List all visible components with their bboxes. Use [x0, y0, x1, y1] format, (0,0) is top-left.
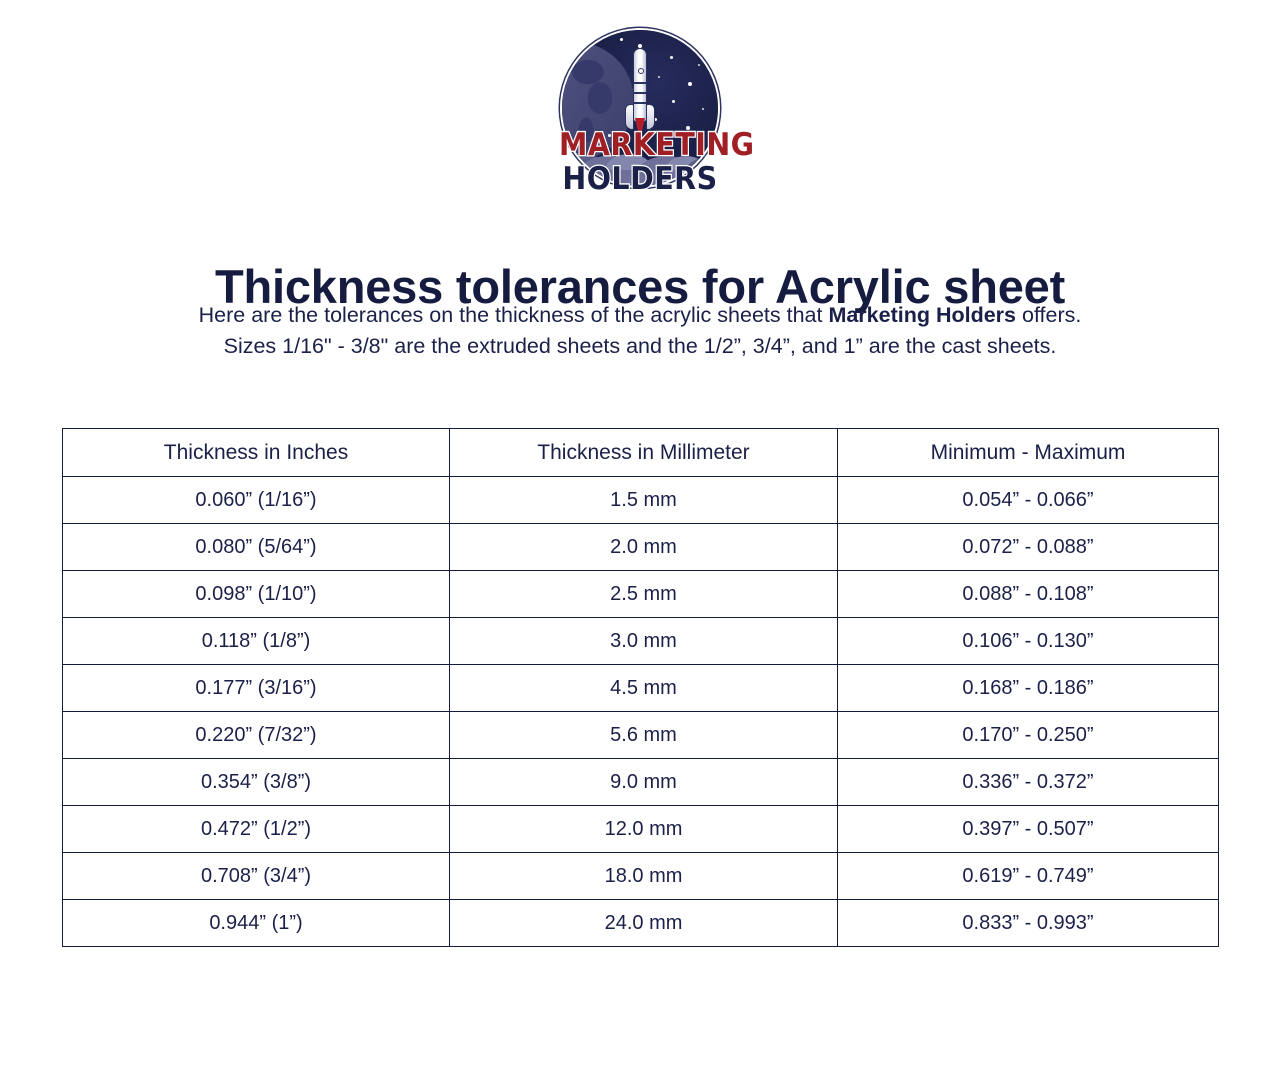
table-row: 0.472” (1/2”) 12.0 mm 0.397” - 0.507” [62, 805, 1219, 853]
cell-millimeter: 4.5 mm [449, 664, 838, 712]
star-icon [670, 56, 673, 59]
logo-word-marketing: MARKETING [558, 127, 755, 163]
cell-min-max: 0.833” - 0.993” [837, 899, 1219, 947]
rocket-band [633, 82, 647, 84]
table-row: 0.220” (7/32”) 5.6 mm 0.170” - 0.250” [62, 711, 1219, 759]
logo-wordmark: MARKETING HOLDERS [552, 127, 755, 197]
cell-millimeter: 2.5 mm [449, 570, 838, 618]
logo-container: MARKETING HOLDERS [0, 28, 1280, 208]
page-subtitle: Here are the tolerances on the thickness… [62, 300, 1218, 362]
column-header-millimeter: Thickness in Millimeter [449, 428, 838, 477]
star-icon [672, 100, 675, 103]
cell-min-max: 0.088” - 0.108” [837, 570, 1219, 618]
subtitle-line-1: Here are the tolerances on the thickness… [62, 300, 1218, 331]
rocket-exhaust-trail [638, 132, 642, 166]
globe-icon [562, 42, 634, 160]
rocket-band [633, 102, 647, 104]
cell-inches: 0.060” (1/16”) [62, 476, 450, 524]
cell-min-max: 0.168” - 0.186” [837, 664, 1219, 712]
cloud-icon [562, 170, 718, 186]
page-title: Thickness tolerances for Acrylic sheet [214, 260, 1066, 314]
cell-inches: 0.944” (1”) [62, 899, 450, 947]
rocket-body [633, 48, 647, 122]
cell-millimeter: 2.0 mm [449, 523, 838, 571]
column-header-min-max: Minimum - Maximum [837, 428, 1219, 477]
star-icon [654, 118, 657, 121]
table-row: 0.118” (1/8”) 3.0 mm 0.106” - 0.130” [62, 617, 1219, 665]
cell-millimeter: 3.0 mm [449, 617, 838, 665]
cell-inches: 0.080” (5/64”) [62, 523, 450, 571]
table-row: 0.080” (5/64”) 2.0 mm 0.072” - 0.088” [62, 523, 1219, 571]
table-row: 0.944” (1”) 24.0 mm 0.833” - 0.993” [62, 899, 1219, 947]
column-header-inches: Thickness in Inches [62, 428, 450, 477]
table-row: 0.354” (3/8”) 9.0 mm 0.336” - 0.372” [62, 758, 1219, 806]
star-icon [608, 134, 611, 137]
cell-min-max: 0.170” - 0.250” [837, 711, 1219, 759]
star-icon [658, 76, 660, 78]
cell-inches: 0.354” (3/8”) [62, 758, 450, 806]
logo-word-holders: HOLDERS [561, 161, 718, 197]
subtitle-text-a: Here are the tolerances on the thickness… [198, 303, 829, 327]
cell-inches: 0.177” (3/16”) [62, 664, 450, 712]
cell-min-max: 0.336” - 0.372” [837, 758, 1219, 806]
tolerance-table-container: Thickness in Inches Thickness in Millime… [62, 428, 1219, 947]
subtitle-text-b: offers. [1016, 303, 1082, 327]
brand-name: Marketing Holders [828, 303, 1017, 327]
rocket-band [633, 92, 647, 94]
rocket-flame [635, 118, 645, 140]
marketing-holders-logo: MARKETING HOLDERS [552, 28, 755, 208]
cell-min-max: 0.619” - 0.749” [837, 852, 1219, 900]
subtitle-line-2: Sizes 1/16" - 3/8" are the extruded shee… [223, 334, 1057, 358]
cell-inches: 0.472” (1/2”) [62, 805, 450, 853]
logo-badge-circle [560, 28, 720, 188]
star-icon [698, 64, 700, 66]
cell-millimeter: 12.0 mm [449, 805, 838, 853]
cell-inches: 0.098” (1/10”) [62, 570, 450, 618]
cell-millimeter: 9.0 mm [449, 758, 838, 806]
table-row: 0.060” (1/16”) 1.5 mm 0.054” - 0.066” [62, 476, 1219, 524]
table-row: 0.098” (1/10”) 2.5 mm 0.088” - 0.108” [62, 570, 1219, 618]
cell-millimeter: 18.0 mm [449, 852, 838, 900]
star-icon [702, 108, 704, 110]
cell-min-max: 0.397” - 0.507” [837, 805, 1219, 853]
cell-min-max: 0.054” - 0.066” [837, 476, 1219, 524]
cell-millimeter: 1.5 mm [449, 476, 838, 524]
cell-millimeter: 5.6 mm [449, 711, 838, 759]
star-icon [638, 44, 642, 48]
rocket-fin-left [625, 104, 634, 130]
star-icon [620, 38, 623, 41]
cloud-band [562, 128, 718, 186]
table-row: 0.708” (3/4”) 18.0 mm 0.619” - 0.749” [62, 852, 1219, 900]
cell-inches: 0.220” (7/32”) [62, 711, 450, 759]
cell-millimeter: 24.0 mm [449, 899, 838, 947]
cell-min-max: 0.072” - 0.088” [837, 523, 1219, 571]
star-icon [686, 126, 690, 130]
cell-min-max: 0.106” - 0.130” [837, 617, 1219, 665]
star-icon [688, 82, 692, 86]
rocket-icon [623, 48, 657, 168]
table-row: 0.177” (3/16”) 4.5 mm 0.168” - 0.186” [62, 664, 1219, 712]
table-header-row: Thickness in Inches Thickness in Millime… [62, 428, 1219, 477]
table-body: 0.060” (1/16”) 1.5 mm 0.054” - 0.066” 0.… [62, 476, 1219, 947]
cell-inches: 0.118” (1/8”) [62, 617, 450, 665]
rocket-window [638, 68, 644, 74]
cell-inches: 0.708” (3/4”) [62, 852, 450, 900]
tolerance-table: Thickness in Inches Thickness in Millime… [62, 428, 1219, 947]
